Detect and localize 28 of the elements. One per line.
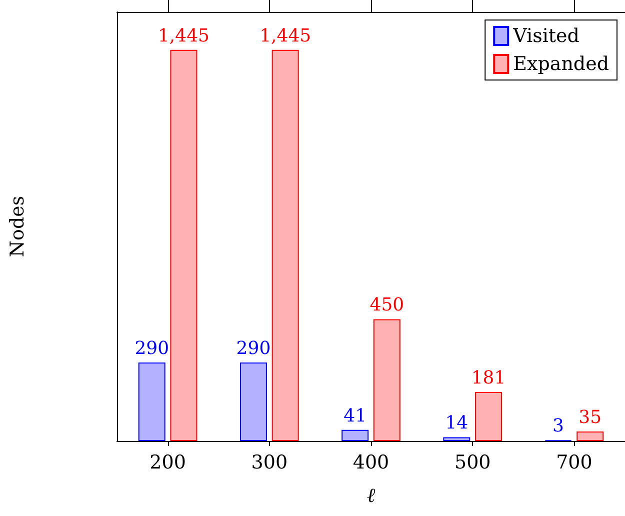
- data-label: 290: [134, 338, 170, 360]
- legend-label: Visited: [512, 25, 580, 47]
- legend-label: Expanded: [513, 53, 610, 75]
- bar: [240, 362, 267, 441]
- data-label: 35: [578, 407, 602, 428]
- bar: [576, 432, 604, 441]
- data-label: 450: [370, 294, 404, 316]
- x-tick-label: 700: [556, 452, 592, 474]
- data-label: 1,445: [158, 25, 210, 46]
- data-label: 1,445: [260, 25, 312, 46]
- bar: [342, 430, 369, 441]
- data-label: 14: [445, 412, 468, 434]
- bar: [475, 392, 502, 441]
- bar: [138, 362, 166, 441]
- x-tick-label: 400: [352, 452, 390, 474]
- bar: [443, 437, 470, 441]
- bar: [170, 50, 198, 441]
- x-tick-label: 300: [251, 452, 288, 474]
- x-tick-label: 500: [454, 452, 491, 474]
- y-axis-title: Nodes: [6, 196, 28, 258]
- data-label: 290: [236, 338, 271, 360]
- bar: [272, 50, 299, 441]
- x-tick-label: 200: [150, 452, 186, 474]
- data-label: 181: [471, 368, 506, 389]
- x-axis-title: ℓ: [366, 483, 376, 507]
- data-label: 41: [344, 405, 367, 426]
- data-label: 3: [552, 416, 564, 437]
- bar: [373, 319, 400, 441]
